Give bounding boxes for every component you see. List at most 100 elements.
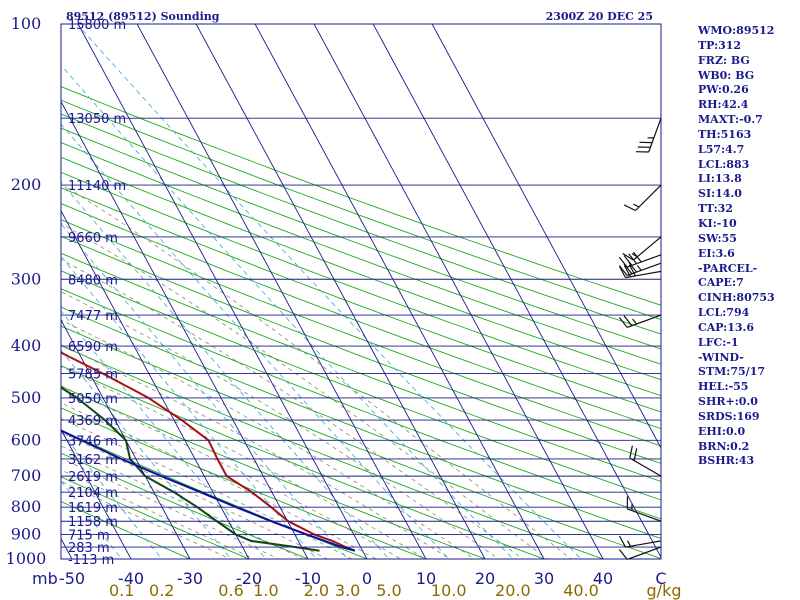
dry-adiabat-line bbox=[61, 306, 661, 539]
isotherm-line bbox=[77, 24, 368, 559]
index-item: FRZ: BG bbox=[698, 53, 750, 67]
dry-adiabat-line bbox=[61, 86, 661, 306]
pressure-tick-label: 100 bbox=[11, 14, 42, 33]
height-label: 3746 m bbox=[68, 434, 118, 449]
wind-barb-flag bbox=[622, 252, 634, 261]
mixing-ratio-line bbox=[61, 310, 267, 559]
moist-adiabat-line bbox=[61, 385, 402, 559]
wind-barb bbox=[618, 546, 662, 560]
index-item: LI:13.8 bbox=[698, 172, 742, 186]
wind-barb-staff bbox=[633, 236, 662, 261]
temperature-tick-label: 0 bbox=[362, 569, 372, 588]
dry-adiabat-line bbox=[61, 252, 661, 482]
mixing-ratio-line bbox=[61, 349, 232, 559]
wind-barb-flag bbox=[632, 251, 642, 263]
isotherm-line bbox=[313, 24, 604, 559]
isotherm-line bbox=[372, 24, 661, 559]
isotherm-line bbox=[61, 209, 250, 559]
temperature-units-label: C bbox=[655, 569, 666, 588]
height-label: 6590 m bbox=[68, 340, 118, 355]
mixing-ratio-line bbox=[61, 255, 317, 559]
parcel-profile-line bbox=[61, 429, 356, 552]
moist-adiabat-line bbox=[61, 366, 427, 559]
mixing-ratio-label: 0.1 bbox=[109, 581, 134, 600]
height-label: 15800 m bbox=[68, 18, 126, 33]
index-item: BSHR:43 bbox=[698, 454, 755, 468]
dry-adiabat-line bbox=[61, 288, 661, 520]
index-item: CINH:80753 bbox=[698, 291, 775, 305]
dry-adiabat-line bbox=[61, 452, 310, 559]
moist-adiabat-line bbox=[61, 445, 304, 559]
index-item: LCL:883 bbox=[698, 157, 750, 171]
dry-adiabat-line bbox=[61, 476, 251, 559]
mixing-ratio-label: 5.0 bbox=[376, 581, 401, 600]
dry-adiabat-line bbox=[61, 171, 661, 397]
wind-barb-staff bbox=[626, 262, 662, 277]
dry-adiabat-line bbox=[61, 127, 661, 350]
pressure-tick-label: 200 bbox=[11, 175, 42, 194]
index-item: CAP:13.6 bbox=[698, 320, 755, 334]
pressure-tick-label: 800 bbox=[11, 497, 42, 516]
height-label: 2619 m bbox=[68, 470, 118, 485]
pressure-units-label: mb bbox=[32, 569, 58, 588]
moist-adiabat-line bbox=[66, 187, 572, 559]
dry-adiabat-line bbox=[61, 345, 605, 559]
station-title: 89512 (89512) Sounding bbox=[66, 10, 220, 23]
wind-barb-flag bbox=[628, 264, 636, 277]
plot-area bbox=[61, 24, 661, 559]
index-item: TP:312 bbox=[698, 38, 742, 52]
wind-barb-flag bbox=[618, 549, 628, 560]
mixing-ratio-line bbox=[76, 24, 582, 559]
height-label: 9660 m bbox=[68, 231, 118, 246]
wind-barb-flag bbox=[628, 253, 638, 265]
height-label: 3162 m bbox=[68, 453, 118, 468]
dry-adiabat-line bbox=[61, 219, 661, 447]
isotherm-line bbox=[136, 24, 427, 559]
temperature-tick-label: -50 bbox=[59, 569, 85, 588]
index-item: WB0: BG bbox=[698, 68, 755, 82]
wind-barb-half-flag bbox=[632, 318, 638, 325]
pressure-tick-label: 400 bbox=[11, 336, 42, 355]
moist-adiabat-line bbox=[61, 344, 451, 559]
moist-adiabat-line bbox=[61, 291, 500, 559]
dry-adiabat-line bbox=[61, 142, 661, 365]
index-item: LCL:794 bbox=[698, 306, 750, 320]
moist-adiabat-line bbox=[61, 457, 280, 559]
wind-barb bbox=[626, 496, 662, 522]
mixing-ratio-label: 10.0 bbox=[431, 581, 467, 600]
height-label: 7477 m bbox=[68, 309, 118, 324]
pressure-tick-label: 500 bbox=[11, 388, 42, 407]
wind-barb-flag bbox=[628, 261, 638, 273]
dry-adiabat-line bbox=[61, 385, 487, 559]
wind-barb-flag bbox=[633, 448, 638, 461]
moist-adiabat-line bbox=[61, 402, 378, 559]
temperature-tick-label: 20 bbox=[475, 569, 495, 588]
dry-adiabat-line bbox=[61, 99, 661, 320]
wind-barb-staff bbox=[625, 540, 662, 548]
pressure-tick-label: 300 bbox=[11, 269, 42, 288]
mixing-ratio-label: 0.6 bbox=[218, 581, 243, 600]
isotherm-line bbox=[254, 24, 545, 559]
index-item: SW:55 bbox=[698, 231, 737, 245]
wind-barb-column bbox=[618, 118, 662, 560]
wind-barb-flag bbox=[623, 315, 633, 327]
mixing-ratio-label: 1.0 bbox=[253, 581, 278, 600]
temperature-profile-line bbox=[61, 351, 356, 552]
wind-barb bbox=[618, 314, 662, 328]
index-item: TH:5163 bbox=[698, 127, 752, 141]
index-item: LFC:-1 bbox=[698, 335, 739, 349]
temperature-tick-label: 30 bbox=[534, 569, 554, 588]
dry-adiabat-line bbox=[61, 156, 661, 381]
index-item: CAPE:7 bbox=[698, 276, 744, 290]
moist-adiabat-line bbox=[61, 259, 524, 559]
height-label: 2104 m bbox=[68, 486, 118, 501]
pressure-tick-label: 1000 bbox=[6, 549, 47, 568]
mixing-ratio-line bbox=[61, 223, 349, 559]
index-item: WMO:89512 bbox=[698, 24, 775, 37]
plot-frame bbox=[60, 23, 662, 560]
wind-barb-staff bbox=[626, 314, 662, 328]
temperature-tick-label: -20 bbox=[236, 569, 262, 588]
index-item: HEL:-55 bbox=[698, 380, 749, 394]
